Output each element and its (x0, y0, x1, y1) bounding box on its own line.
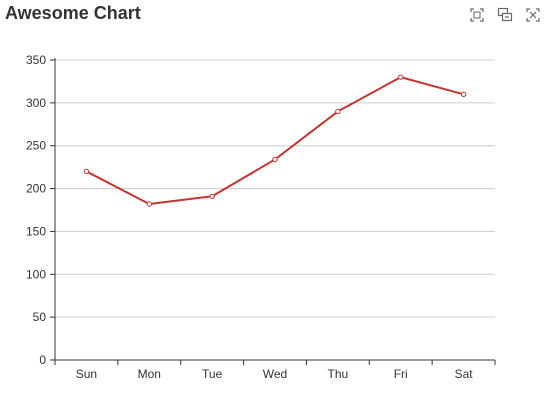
x-tick-label: Wed (263, 367, 287, 381)
y-tick-label: 100 (26, 267, 46, 281)
y-tick-label: 250 (26, 139, 46, 153)
y-tick-label: 300 (26, 96, 46, 110)
series-line (85, 76, 464, 205)
data-zoom-icon[interactable] (468, 6, 486, 24)
y-tick-label: 150 (26, 224, 46, 238)
x-tick-label: Sat (455, 367, 474, 381)
data-point (460, 91, 467, 97)
x-tick-label: Thu (328, 367, 349, 381)
zoom-reset-icon[interactable] (496, 6, 514, 24)
y-tick-label: 350 (26, 53, 46, 67)
x-tick-label: Tue (202, 367, 223, 381)
chart-toolbox (468, 6, 542, 24)
data-point (83, 168, 90, 175)
data-point (209, 193, 215, 199)
x-tick-label: Mon (138, 367, 161, 381)
data-point (398, 74, 404, 80)
x-tick-label: Fri (394, 367, 408, 381)
y-tick-label: 200 (26, 182, 46, 196)
data-point (335, 108, 341, 115)
restore-icon[interactable] (524, 6, 542, 24)
data-point (272, 156, 278, 163)
y-tick-label: 50 (33, 310, 47, 324)
y-tick-label: 0 (39, 353, 46, 367)
chart-title: Awesome Chart (5, 3, 141, 23)
data-point (146, 201, 152, 207)
x-tick-label: Sun (76, 367, 97, 381)
